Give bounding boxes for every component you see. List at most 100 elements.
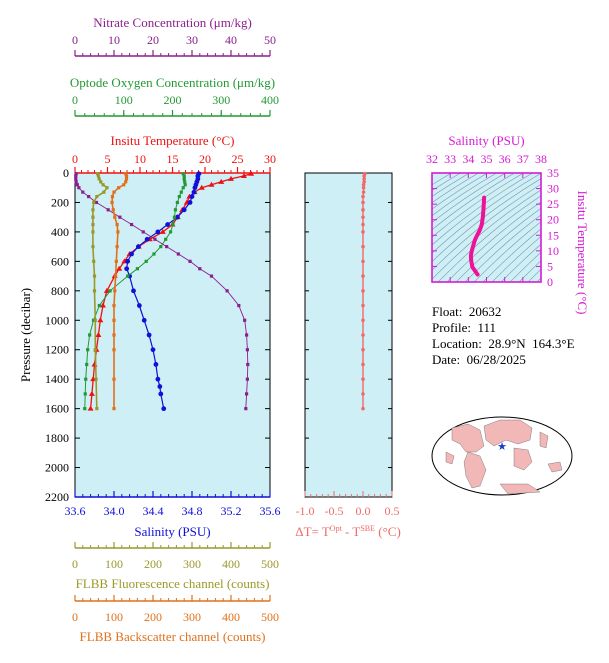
salinity-point [161, 406, 167, 412]
temperature-tick-label: 25 [232, 152, 244, 166]
backscatter-point [112, 377, 116, 381]
pressure-tick-label: 1000 [45, 313, 69, 327]
backscatter-tick-label: 100 [105, 610, 123, 624]
nitrate-point [106, 208, 110, 212]
oxygen-point [183, 180, 187, 184]
ts-salinity-tick-label: 35 [481, 152, 493, 166]
density-isoline [432, 173, 541, 254]
pressure-tick-label: 1200 [45, 343, 69, 357]
delta-t-point [361, 222, 365, 227]
density-isoline [432, 183, 541, 271]
nitrate-point [77, 186, 81, 190]
backscatter-point [113, 274, 118, 278]
pressure-tick-label: 600 [51, 254, 69, 268]
backscatter-point [122, 183, 126, 187]
backscatter-tick-label: 200 [144, 610, 162, 624]
delta-t-point [361, 259, 365, 264]
oxygen-point [86, 348, 90, 352]
backscatter-point [117, 186, 121, 190]
profile-number-label: Profile: 111 [432, 320, 497, 335]
density-isoline [446, 201, 541, 282]
nitrate-tick-label: 30 [186, 33, 198, 47]
date-label: Date: 06/28/2025 [432, 352, 526, 367]
pressure-tick-label: 1400 [45, 372, 69, 386]
ts-salinity-tick-label: 32 [426, 152, 438, 166]
density-isoline [432, 189, 541, 280]
salinity-point [129, 251, 134, 257]
ts-temperature-tick-label: 25 [547, 197, 559, 211]
density-isoline [432, 173, 462, 191]
nitrate-point [209, 274, 214, 278]
delta-t-point [361, 289, 365, 293]
delta-t-point [361, 182, 366, 187]
backscatter-point [113, 215, 117, 219]
salinity-point [131, 288, 136, 294]
pressure-tick-label: 400 [51, 225, 69, 239]
pressure-axis-title: Pressure (decibar) [18, 288, 33, 382]
density-isoline [432, 173, 453, 186]
temperature-tick-label: 20 [199, 152, 211, 166]
oxygen-point [159, 245, 163, 249]
nitrate-point [87, 194, 91, 199]
salinity-point [155, 376, 161, 382]
oxygen-point [84, 377, 88, 381]
fluorescence-point [93, 348, 97, 352]
fluorescence-point [96, 172, 100, 176]
density-isoline [432, 173, 525, 238]
salinity-point [125, 258, 131, 264]
ts-salinity-tick-label: 33 [444, 152, 456, 166]
oxygen-point [97, 303, 101, 308]
oxygen-point [181, 172, 185, 176]
temperature-point [198, 184, 205, 190]
map-land [483, 419, 533, 447]
temperature-tick-label: 0 [72, 152, 78, 166]
temperature-series-line [89, 173, 252, 409]
salinity-tick-label: 34.8 [182, 504, 203, 518]
backscatter-tick-label: 400 [222, 610, 240, 624]
delta-t-point [361, 215, 365, 219]
density-isoline [432, 173, 489, 210]
ts-salinity-axis-title: Salinity (PSU) [448, 133, 524, 148]
nitrate-point [176, 252, 180, 256]
fluorescence-point [96, 174, 100, 178]
backscatter-point [124, 172, 128, 176]
salinity-point [153, 362, 159, 367]
oxygen-tick-label: 300 [212, 93, 230, 107]
oxygen-point [88, 333, 92, 337]
nitrate-tick-label: 10 [108, 33, 120, 47]
oxygen-point [164, 237, 168, 241]
fluorescence-point [105, 186, 109, 190]
temperature-point [159, 228, 166, 234]
float-id-label: Float: 20632 [432, 304, 502, 319]
ts-salinity-tick-label: 34 [462, 152, 474, 166]
delta-t-tick-label: -1.0 [296, 504, 315, 518]
ts-series-line [468, 195, 487, 277]
oxygen-point [173, 208, 178, 212]
fluorescence-point [91, 230, 95, 234]
nitrate-point [74, 172, 78, 176]
density-isoline [509, 251, 541, 282]
nitrate-point [225, 289, 229, 293]
nitrate-point [244, 407, 248, 411]
oxygen-point [152, 252, 156, 256]
density-isoline [527, 268, 541, 282]
fluorescence-tick-label: 0 [72, 557, 78, 571]
temperature-point [228, 175, 234, 181]
backscatter-point [124, 174, 129, 178]
map-land [547, 461, 563, 473]
oxygen-point [181, 186, 185, 190]
temperature-point [95, 332, 102, 337]
density-isoline [455, 207, 541, 282]
backscatter-tick-label: 0 [72, 610, 78, 624]
delta-t-chart: -1.0 -0.5 0.0 0.5 ΔT= TOpt - TSBE (°C) [295, 171, 401, 539]
delta-t-point [361, 200, 365, 205]
pressure-tick-label: 800 [51, 284, 69, 298]
delta-t-point [362, 180, 366, 184]
temperature-point [97, 317, 104, 323]
fluorescence-tick-label: 400 [222, 557, 240, 571]
fluorescence-point [99, 180, 103, 184]
temperature-point [116, 265, 123, 271]
salinity-point [157, 384, 163, 389]
fluorescence-point [102, 190, 106, 194]
salinity-point [192, 185, 198, 191]
